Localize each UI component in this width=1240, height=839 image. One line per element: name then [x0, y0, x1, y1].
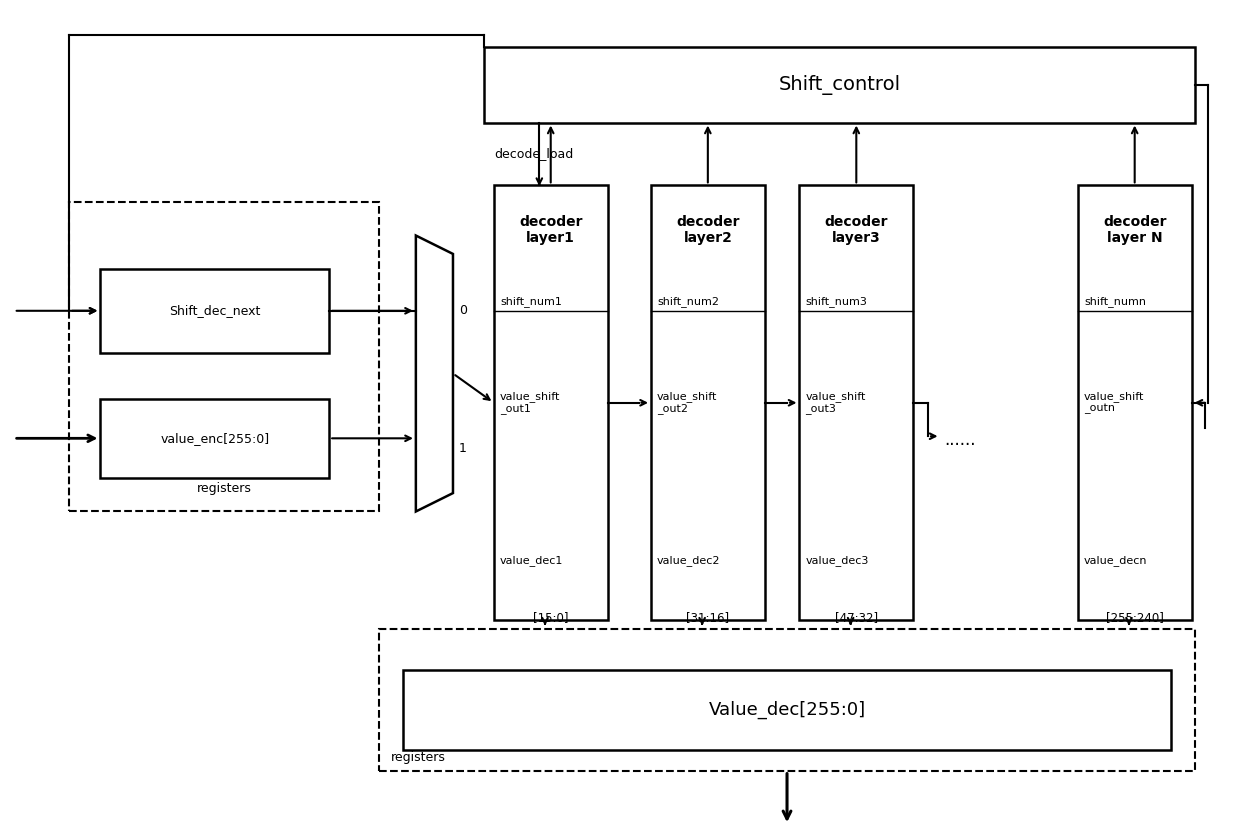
Text: [31:16]: [31:16]: [686, 612, 729, 624]
FancyBboxPatch shape: [100, 269, 330, 352]
FancyBboxPatch shape: [1078, 185, 1192, 620]
Text: [15:0]: [15:0]: [533, 612, 568, 624]
Text: shift_num3: shift_num3: [806, 295, 868, 306]
Text: value_shift
_out1: value_shift _out1: [500, 391, 560, 414]
FancyBboxPatch shape: [378, 628, 1195, 771]
Text: 0: 0: [459, 305, 467, 317]
Text: shift_numn: shift_numn: [1084, 295, 1146, 306]
Text: [255:240]: [255:240]: [1106, 612, 1163, 624]
Text: [47:32]: [47:32]: [835, 612, 878, 624]
Text: value_dec3: value_dec3: [806, 555, 869, 565]
FancyBboxPatch shape: [651, 185, 765, 620]
FancyBboxPatch shape: [69, 202, 378, 512]
Text: Value_dec[255:0]: Value_dec[255:0]: [708, 701, 866, 719]
FancyBboxPatch shape: [494, 185, 608, 620]
Text: registers: registers: [391, 751, 446, 764]
Text: value_decn: value_decn: [1084, 555, 1147, 565]
FancyBboxPatch shape: [484, 47, 1195, 122]
Text: decode_load: decode_load: [494, 148, 573, 160]
Polygon shape: [415, 236, 453, 512]
Text: value_shift
_out3: value_shift _out3: [806, 391, 866, 414]
Text: 1: 1: [459, 442, 467, 456]
Text: ......: ......: [945, 431, 976, 450]
Text: shift_num1: shift_num1: [500, 295, 562, 306]
Text: value_shift
_outn: value_shift _outn: [1084, 391, 1145, 414]
Text: decoder
layer3: decoder layer3: [825, 215, 888, 245]
Text: shift_num2: shift_num2: [657, 295, 719, 306]
Text: decoder
layer1: decoder layer1: [520, 215, 583, 245]
Text: Shift_dec_next: Shift_dec_next: [169, 305, 260, 317]
Text: decoder
layer N: decoder layer N: [1102, 215, 1167, 245]
Text: value_dec2: value_dec2: [657, 555, 720, 565]
FancyBboxPatch shape: [800, 185, 913, 620]
Text: Shift_control: Shift_control: [779, 75, 900, 95]
FancyBboxPatch shape: [100, 399, 330, 478]
Text: value_enc[255:0]: value_enc[255:0]: [160, 432, 269, 445]
FancyBboxPatch shape: [403, 670, 1171, 750]
Text: value_shift
_out2: value_shift _out2: [657, 391, 718, 414]
Text: decoder
layer2: decoder layer2: [676, 215, 739, 245]
Text: registers: registers: [197, 482, 252, 495]
Text: value_dec1: value_dec1: [500, 555, 563, 565]
